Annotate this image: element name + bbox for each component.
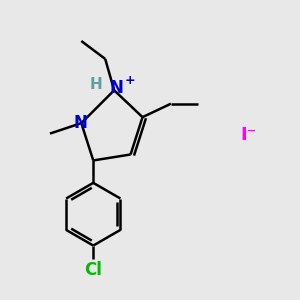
Text: I⁻: I⁻ [240, 126, 257, 144]
Text: N: N [110, 79, 124, 97]
Text: H: H [89, 77, 102, 92]
Text: N: N [74, 114, 88, 132]
Text: Cl: Cl [84, 261, 102, 279]
Text: +: + [124, 74, 135, 87]
